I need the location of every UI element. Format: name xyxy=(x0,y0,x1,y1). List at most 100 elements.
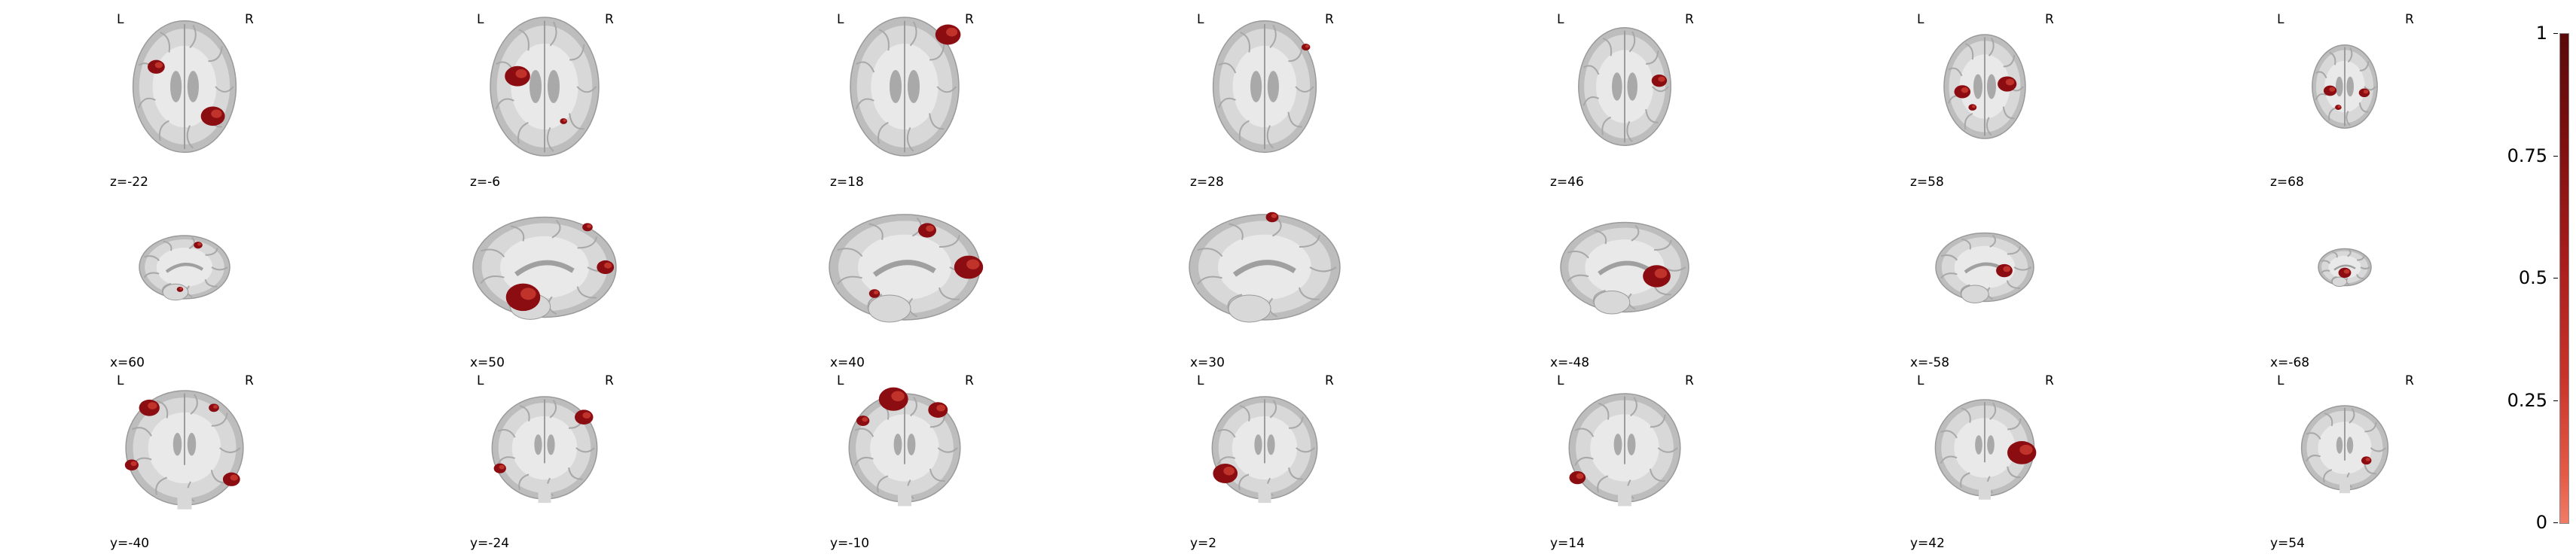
gyrus-line xyxy=(2329,51,2336,65)
gyrus-line xyxy=(1961,238,1971,250)
activation-blob-highlight xyxy=(2337,105,2341,108)
cerebellum xyxy=(1593,290,1631,315)
left-side-label: L xyxy=(1557,12,1564,27)
gyrus-line xyxy=(1574,428,1595,437)
left-side-label: L xyxy=(1197,373,1204,388)
left-side-label: L xyxy=(117,12,124,27)
gyrus-line xyxy=(2364,464,2376,475)
gyrus-line xyxy=(2347,47,2353,63)
colorbar-tick-label: 1 xyxy=(2535,23,2547,44)
gyrus-line xyxy=(219,447,241,454)
gyrus-line xyxy=(1266,125,1274,149)
activation-blob-highlight xyxy=(499,464,505,470)
ventricle-right xyxy=(1627,72,1637,101)
corpus-callosum xyxy=(1232,260,1296,277)
brain-slice-image xyxy=(1211,396,1318,504)
gyrus-line xyxy=(2006,280,2021,289)
gyrus-line xyxy=(1269,24,1277,49)
gyrus-line xyxy=(855,98,874,110)
gyrus-line xyxy=(569,113,584,130)
gyrus-line xyxy=(1940,430,1958,439)
white-matter xyxy=(500,236,589,299)
gyrus-line xyxy=(156,400,169,419)
gyrus-line xyxy=(2323,469,2333,483)
gyrus-line xyxy=(929,468,945,482)
gyrus-line xyxy=(2002,106,2015,120)
gyrus-line xyxy=(549,21,557,47)
ventricle-left xyxy=(1613,434,1622,455)
ventricle-right xyxy=(1267,71,1279,102)
gyrus-line xyxy=(2007,418,2022,431)
colorbar xyxy=(2559,33,2569,524)
gyrus-line xyxy=(936,86,957,93)
gyrus-line xyxy=(1289,416,1304,429)
activation-blob-highlight xyxy=(211,109,222,118)
slice-coordinate-label: y=42 xyxy=(1910,536,1945,551)
gyrus-line xyxy=(1218,62,1237,74)
right-side-label: R xyxy=(1325,373,1334,388)
gyrus-line xyxy=(1630,397,1637,417)
left-side-label: L xyxy=(1557,373,1564,388)
gyrus-line xyxy=(1597,475,1609,493)
corpus-callosum xyxy=(1598,260,1652,275)
ventricle-right xyxy=(1987,74,1996,99)
gyrus-line xyxy=(1964,112,1973,129)
colorbar-tick-label: 0 xyxy=(2535,512,2547,533)
gyrus-line xyxy=(186,125,194,149)
right-side-label: R xyxy=(965,373,974,388)
sagittal-slice-panel: x=60 xyxy=(53,188,414,370)
brain-slice-image xyxy=(1189,212,1341,323)
gyrus-line xyxy=(575,447,595,453)
gyrus-line xyxy=(909,21,917,47)
gyrus-line xyxy=(569,44,585,61)
gyrus-line xyxy=(1298,287,1320,300)
brain-slice-image xyxy=(850,17,961,157)
brain-slice-image xyxy=(1935,232,2034,303)
brainstem xyxy=(538,483,551,504)
brain-slice-image xyxy=(1212,20,1317,154)
gyrus-line xyxy=(143,272,160,278)
left-side-label: L xyxy=(2277,12,2285,27)
gyrus-line xyxy=(1650,414,1666,428)
slice-coordinate-label: x=50 xyxy=(470,355,505,370)
slice-coordinate-label: y=-10 xyxy=(830,536,870,551)
slice-coordinate-label: y=-24 xyxy=(470,536,510,551)
activation-blob-highlight xyxy=(1658,76,1665,82)
slice-coordinate-label: y=54 xyxy=(2270,536,2305,551)
corpus-callosum xyxy=(872,260,936,277)
slice-coordinate-label: y=2 xyxy=(1190,536,1217,551)
colorbar-tick-label: 0.75 xyxy=(2507,145,2547,166)
ventricle-right xyxy=(1627,434,1636,455)
slice-coordinate-label: z=58 xyxy=(1910,175,1944,190)
ventricle-left xyxy=(1973,74,1982,99)
gyrus-line xyxy=(163,240,172,251)
gyrus-line xyxy=(1989,402,1997,420)
gyrus-line xyxy=(2305,455,2321,462)
gyrus-line xyxy=(2349,408,2355,424)
brain-slice-image xyxy=(2300,405,2389,494)
ventricle-left xyxy=(530,70,542,103)
colorbar-tick-mark xyxy=(2553,33,2558,34)
gyrus-line xyxy=(211,412,228,427)
activation-blob-highlight xyxy=(212,405,218,409)
activation-blob-highlight xyxy=(520,288,536,300)
gyrus-line xyxy=(856,61,875,73)
activation-blob-highlight xyxy=(1223,467,1235,476)
gyrus-line xyxy=(2007,466,2021,479)
gyrus-line xyxy=(2356,274,2364,279)
gyrus-line xyxy=(939,235,960,248)
activation-blob-highlight xyxy=(926,225,934,232)
gyrus-line xyxy=(910,397,917,417)
slice-coordinate-label: x=40 xyxy=(830,355,865,370)
gyrus-line xyxy=(1989,234,1997,248)
gyrus-line xyxy=(497,429,516,438)
activation-blob-highlight xyxy=(862,417,868,422)
gyrus-line xyxy=(2364,86,2376,91)
left-side-label: L xyxy=(477,373,484,388)
gyrus-line xyxy=(1240,32,1250,53)
brain-slice-image xyxy=(1578,27,1671,146)
gyrus-line xyxy=(1567,274,1589,282)
